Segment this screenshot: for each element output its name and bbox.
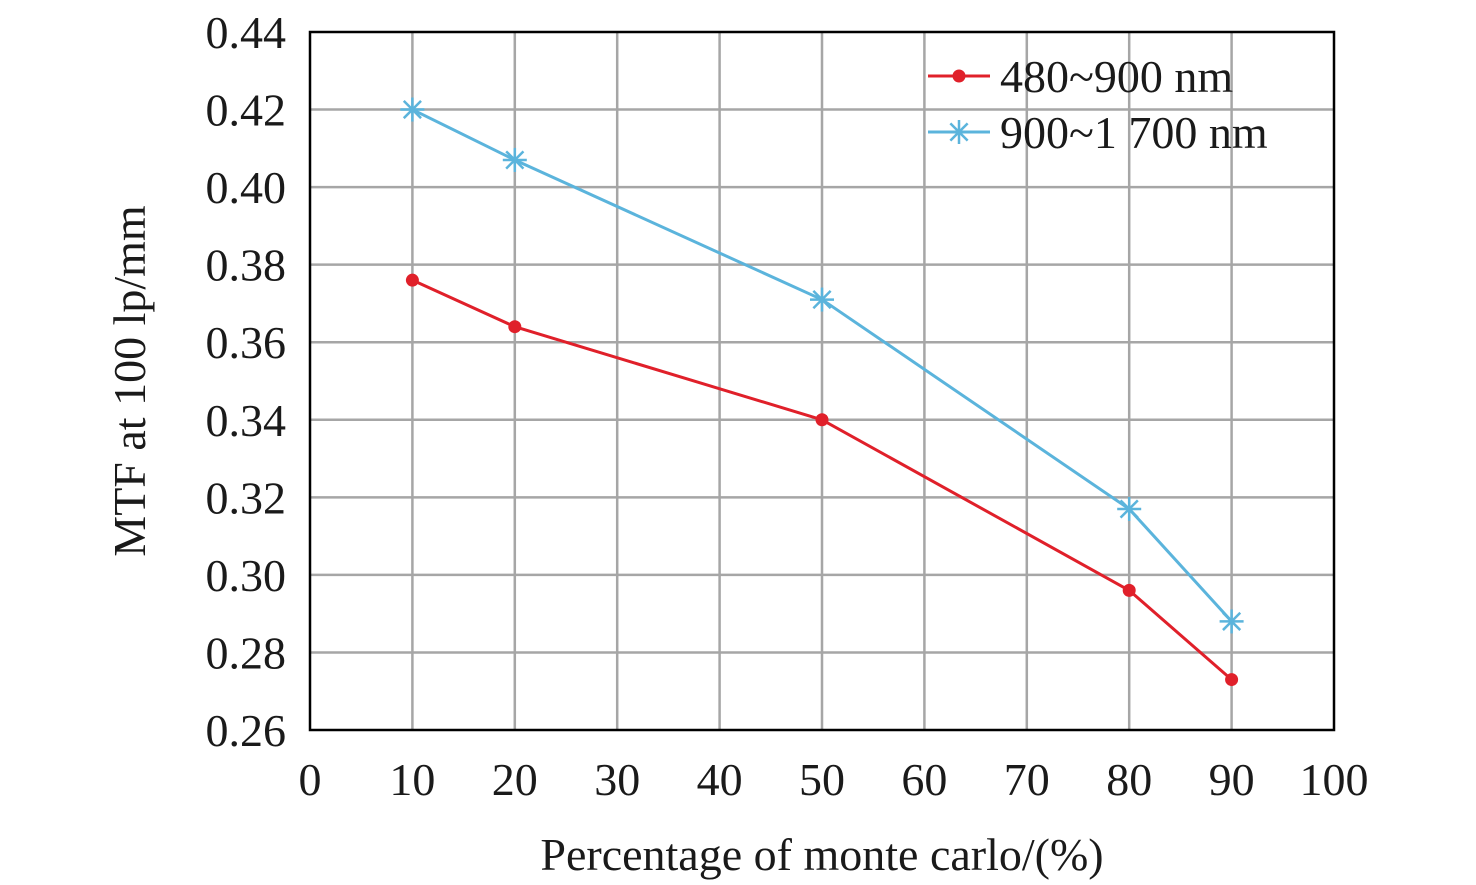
y-tick-label: 0.44 [206, 7, 287, 58]
y-tick-label: 0.38 [206, 240, 287, 291]
series-2 [400, 97, 1244, 634]
y-tick-label: 0.34 [206, 395, 287, 446]
x-tick-label: 50 [799, 754, 845, 805]
x-tick-label: 10 [389, 754, 435, 805]
series-1 [405, 273, 1239, 687]
x-tick-label: 90 [1209, 754, 1255, 805]
y-axis-title: MTF at 100 lp/mm [104, 205, 155, 557]
x-tick-label: 20 [492, 754, 538, 805]
data-point [1219, 609, 1244, 634]
data-point [405, 273, 419, 287]
plot-frame [308, 30, 1336, 732]
legend-marker [952, 69, 966, 83]
legend-label: 900~1 700 nm [1000, 107, 1268, 158]
data-point [815, 413, 829, 427]
data-point [502, 147, 527, 172]
x-axis-ticks: 0 10 20 30 40 50 60 70 80 90 100 [299, 754, 1369, 805]
y-tick-label: 0.40 [206, 162, 287, 213]
y-tick-label: 0.26 [206, 705, 287, 756]
y-tick-label: 0.32 [206, 472, 287, 523]
x-tick-label: 0 [299, 754, 322, 805]
x-tick-label: 80 [1106, 754, 1152, 805]
y-tick-label: 0.42 [206, 85, 287, 136]
y-axis-ticks: 0.26 0.28 0.30 0.32 0.34 0.36 0.38 0.40 0.42 0.44 [206, 7, 287, 756]
x-axis-title: Percentage of monte carlo/(%) [540, 829, 1103, 880]
legend-item: 480~900 nm [928, 51, 1233, 102]
x-tick-label: 60 [901, 754, 947, 805]
y-tick-label: 0.28 [206, 627, 287, 678]
data-point [1117, 496, 1142, 521]
x-tick-label: 40 [697, 754, 743, 805]
data-point [508, 320, 522, 334]
y-tick-label: 0.36 [206, 317, 287, 368]
data-point [1122, 583, 1136, 597]
legend-item: 900~1 700 nm [928, 107, 1268, 158]
data-point [1225, 673, 1239, 687]
legend-marker [947, 120, 971, 144]
x-tick-label: 30 [594, 754, 640, 805]
x-tick-label: 100 [1300, 754, 1369, 805]
series-layer [400, 97, 1244, 687]
data-point [810, 287, 834, 312]
legend-label: 480~900 nm [1000, 51, 1233, 102]
x-tick-label: 70 [1004, 754, 1050, 805]
y-tick-label: 0.30 [206, 550, 287, 601]
data-point [400, 97, 425, 122]
